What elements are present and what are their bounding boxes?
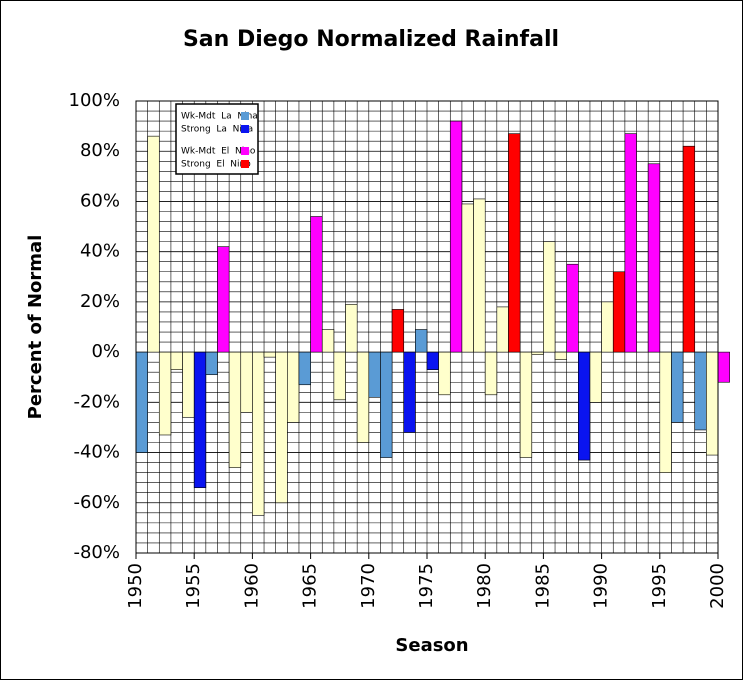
- bar: [368, 351, 381, 398]
- y-tick-label: 60%: [80, 190, 120, 211]
- bar: [228, 351, 242, 468]
- legend-label: Strong El Nino: [181, 160, 251, 170]
- bar: [706, 351, 719, 456]
- x-tick-label: 1995: [649, 563, 670, 609]
- chart-title: San Diego Normalized Rainfall: [183, 27, 559, 52]
- bar: [158, 351, 172, 436]
- legend-label: Strong La Nina: [181, 125, 253, 135]
- x-tick-label: 1990: [591, 563, 612, 609]
- bar: [380, 351, 393, 458]
- bar: [415, 329, 428, 353]
- x-tick-label: 1985: [532, 563, 553, 609]
- bar: [578, 351, 591, 461]
- legend-label: Wk-Mdt La Nina: [181, 112, 258, 122]
- bar: [496, 306, 509, 353]
- bar: [612, 271, 626, 353]
- bar: [717, 351, 730, 383]
- bar: [438, 351, 451, 396]
- bar: [449, 120, 463, 353]
- bar: [426, 351, 439, 370]
- y-tick-label: 40%: [80, 241, 120, 262]
- legend-label: Wk-Mdt El Nino: [181, 147, 256, 157]
- bar: [566, 263, 579, 353]
- bar: [205, 351, 218, 376]
- bar: [461, 203, 474, 353]
- bar: [554, 351, 567, 360]
- bar: [473, 198, 486, 353]
- bar: [589, 351, 602, 403]
- y-tick-label: -80%: [73, 542, 120, 563]
- bar: [543, 241, 556, 353]
- bar: [659, 351, 672, 473]
- x-tick-label: 1975: [416, 563, 437, 609]
- bar: [671, 351, 684, 423]
- bar: [484, 351, 498, 396]
- bar: [333, 351, 346, 401]
- bar: [601, 301, 614, 353]
- x-tick-label: 1950: [125, 563, 146, 609]
- y-tick-label: -40%: [73, 442, 120, 463]
- bar: [287, 351, 300, 423]
- bar: [321, 329, 335, 353]
- bar: [531, 351, 544, 355]
- x-tick-label: 1960: [241, 563, 262, 609]
- bar: [135, 351, 148, 453]
- legend-swatch: [241, 125, 249, 133]
- plot-border: [135, 100, 719, 554]
- y-tick-label: -20%: [73, 391, 120, 412]
- x-tick-label: 1955: [183, 563, 204, 609]
- bar: [519, 351, 533, 458]
- bar: [147, 135, 160, 353]
- bar: [356, 351, 370, 443]
- bar: [682, 145, 696, 353]
- legend-swatch: [241, 160, 249, 168]
- y-tick-label: 100%: [69, 90, 120, 111]
- legend-swatch: [241, 147, 249, 155]
- bar: [345, 304, 358, 353]
- bar: [263, 351, 276, 358]
- bar: [275, 351, 288, 504]
- y-tick-label: 80%: [80, 140, 120, 161]
- legend-swatch: [241, 112, 249, 120]
- bar: [391, 309, 405, 353]
- bar: [647, 163, 661, 353]
- y-tick-label: -60%: [73, 492, 120, 513]
- bar: [624, 133, 637, 353]
- y-tick-label: 0%: [91, 341, 120, 362]
- y-axis-label: Percent of Normal: [25, 235, 46, 420]
- x-tick-label: 1970: [358, 563, 379, 609]
- legend: Wk-Mdt La Nina Strong La Nina Wk-Mdt El Ni…: [175, 103, 259, 175]
- x-tick-label: 1980: [474, 563, 495, 609]
- bar: [298, 351, 311, 386]
- x-tick-label: 1965: [300, 563, 321, 609]
- bar: [240, 351, 253, 413]
- bar: [403, 351, 416, 433]
- x-tick-label: 2000: [707, 563, 728, 609]
- bar: [694, 351, 707, 431]
- bar: [193, 351, 207, 489]
- bar: [310, 216, 323, 353]
- bar: [508, 133, 521, 353]
- bar: [217, 246, 230, 353]
- bar: [182, 351, 195, 418]
- x-axis-label: Season: [395, 635, 468, 656]
- bar: [170, 351, 183, 370]
- bar: [252, 351, 265, 516]
- y-tick-label: 20%: [80, 291, 120, 312]
